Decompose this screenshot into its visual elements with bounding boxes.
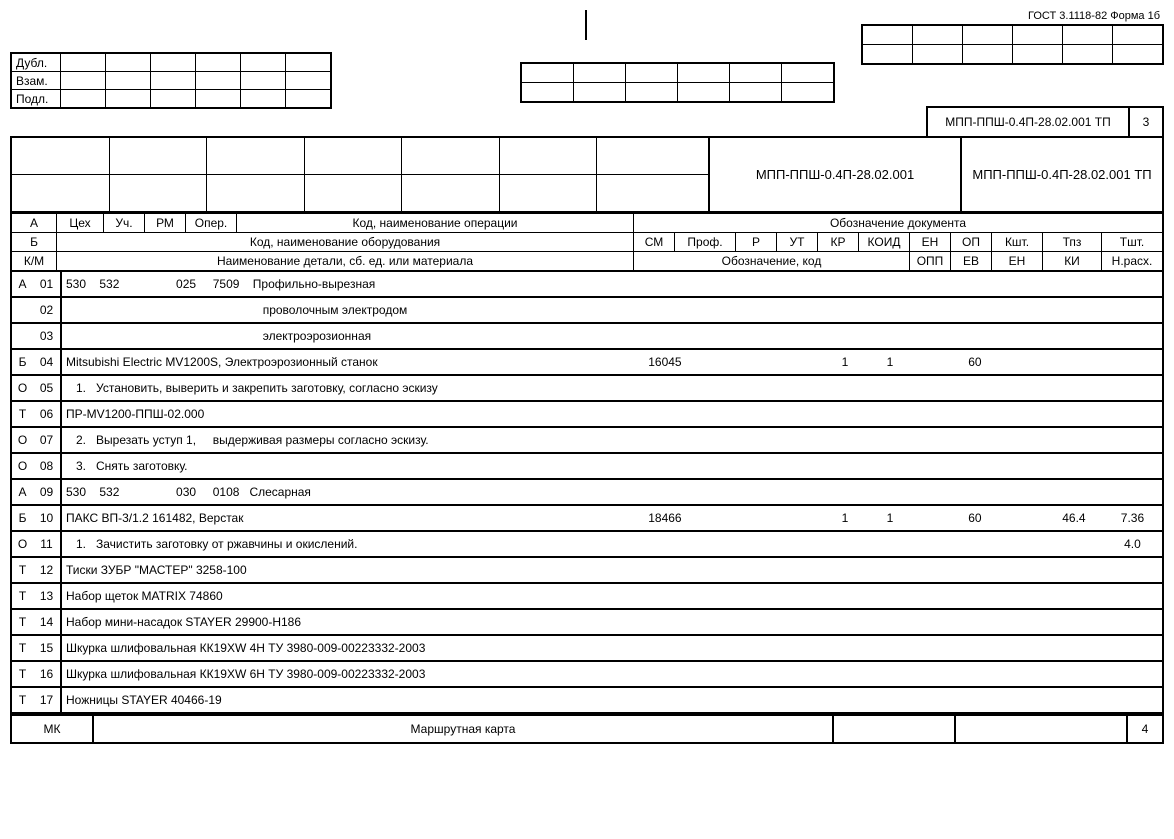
table-row: Т12Тиски ЗУБР "МАСТЕР" 3258-100 (11, 557, 1163, 583)
table-row: О07 2. Вырезать уступ 1, выдерживая разм… (11, 427, 1163, 453)
hdr-ksht: Кшт. (992, 233, 1043, 252)
left-labels-block: Дубл. Взам. Подл. (10, 52, 332, 109)
hdr-r: Р (736, 233, 777, 252)
hdr-km-mid2: Обозначение, код (634, 252, 910, 272)
top-tick (585, 10, 587, 40)
footer-page: 4 (1127, 715, 1163, 743)
dubl-label: Дубл. (11, 53, 61, 72)
hdr-prof: Проф. (675, 233, 736, 252)
table-row: Т15Шкурка шлифовальная КК19XW 4Н ТУ 3980… (11, 635, 1163, 661)
gost-label: ГОСТ 3.1118-82 Форма 1б (1028, 10, 1160, 22)
table-row: Т06ПР-MV1200-ППШ-02.000 (11, 401, 1163, 427)
footer-title: Маршрутная карта (93, 715, 833, 743)
doc-code-mid-right: МПП-ППШ-0.4П-28.02.001 ТП (961, 137, 1163, 212)
hdr-kod-op: Код, наименование операции (237, 214, 634, 233)
table-row: А09530 532 030 0108 Слесарная (11, 479, 1163, 505)
hdr-km-mid: Наименование детали, сб. ед. или материа… (57, 252, 634, 272)
table-row: Т13Набор щеток MATRIX 74860 (11, 583, 1163, 609)
table-row: 02 проволочным электродом (11, 297, 1163, 323)
hdr-oper: Опер. (186, 214, 237, 233)
hdr-a-code: А (11, 214, 57, 233)
footer-mk: МК (11, 715, 93, 743)
table-row: О05 1. Установить, выверить и закрепить … (11, 375, 1163, 401)
table-row: Т16Шкурка шлифовальная КК19XW 6Н ТУ 3980… (11, 661, 1163, 687)
hdr-tsht: Тшт. (1102, 233, 1164, 252)
hdr-en: ЕН (910, 233, 951, 252)
hdr-oboz: Обозначение документа (634, 214, 1164, 233)
hdr-nrash: Н.расх. (1102, 252, 1164, 272)
hdr-kr: КР (818, 233, 859, 252)
column-header: А Цех Уч. РМ Опер. Код, наименование опе… (10, 213, 1164, 272)
footer: МК Маршрутная карта 4 (10, 714, 1164, 744)
hdr-op: ОП (951, 233, 992, 252)
doc-code-top: МПП-ППШ-0.4П-28.02.001 ТП (927, 107, 1129, 137)
table-row: Б10ПАКС ВП-3/1.2 161482, Верстак18466116… (11, 505, 1163, 531)
hdr-b-code: Б (11, 233, 57, 252)
footer-empty1 (833, 715, 955, 743)
hdr-ev: ЕВ (951, 252, 992, 272)
table-row: Б04Mitsubishi Electric MV1200S, Электроэ… (11, 349, 1163, 375)
table-row: 03 электроэрозионная (11, 323, 1163, 349)
hdr-ut: УТ (777, 233, 818, 252)
doc-number-top: МПП-ППШ-0.4П-28.02.001 ТП 3 (926, 106, 1164, 138)
hdr-koid: КОИД (859, 233, 910, 252)
hdr-b-mid: Код, наименование оборудования (57, 233, 634, 252)
table-row: Т14Набор мини-насадок STAYER 29900-Н186 (11, 609, 1163, 635)
middle-grid (520, 62, 835, 103)
table-row: О11 1. Зачистить заготовку от ржавчины и… (11, 531, 1163, 557)
hdr-uch: Уч. (104, 214, 145, 233)
hdr-en2: ЕН (992, 252, 1043, 272)
table-row: Т17Ножницы STAYER 40466-19 (11, 687, 1163, 713)
vzam-label: Взам. (11, 72, 61, 90)
upper-right-grid (861, 24, 1164, 65)
hdr-km-code: К/М (11, 252, 57, 272)
podl-label: Подл. (11, 90, 61, 109)
doc-page-top: 3 (1129, 107, 1163, 137)
hdr-opp: ОПП (910, 252, 951, 272)
data-rows: А01530 532 025 7509 Профильно-вырезная02… (10, 272, 1164, 714)
table-row: О08 3. Снять заготовку. (11, 453, 1163, 479)
doc-row-2: МПП-ППШ-0.4П-28.02.001 МПП-ППШ-0.4П-28.0… (10, 136, 1164, 213)
hdr-ki: КИ (1043, 252, 1102, 272)
doc-code-mid-left: МПП-ППШ-0.4П-28.02.001 (709, 137, 961, 212)
table-row: А01530 532 025 7509 Профильно-вырезная (11, 272, 1163, 297)
footer-empty2 (955, 715, 1127, 743)
hdr-tpz: Тпз (1043, 233, 1102, 252)
hdr-rm: РМ (145, 214, 186, 233)
hdr-tseh: Цех (57, 214, 104, 233)
hdr-sm: СМ (634, 233, 675, 252)
